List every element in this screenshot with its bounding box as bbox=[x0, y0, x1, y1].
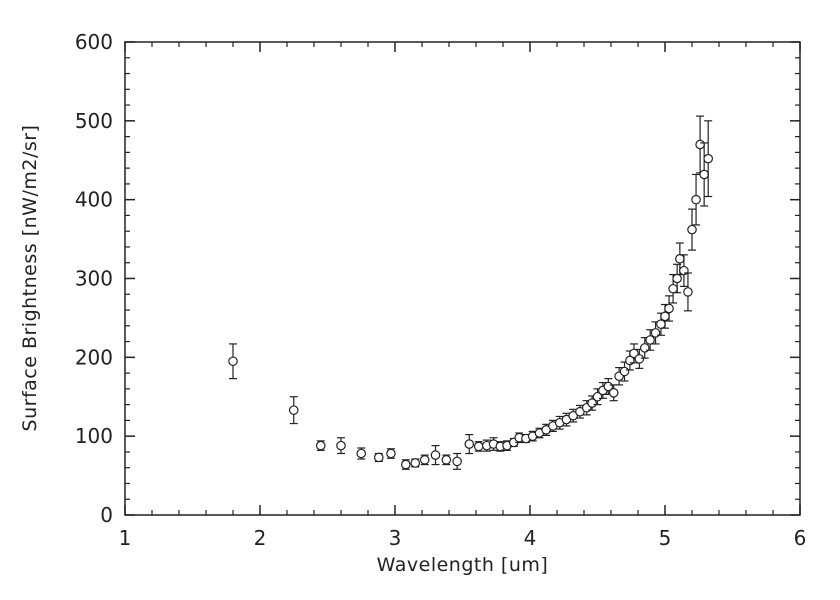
plot-frame bbox=[124, 41, 801, 516]
data-point-marker bbox=[373, 452, 384, 463]
data-point-marker bbox=[664, 303, 674, 314]
data-point-marker bbox=[410, 458, 421, 468]
y-tick-label: 0 bbox=[100, 503, 113, 527]
y-tick-label: 100 bbox=[75, 424, 113, 448]
x-tick-label: 5 bbox=[659, 526, 672, 550]
data-point-marker bbox=[660, 311, 670, 322]
data-point-marker bbox=[645, 335, 655, 345]
data-point-marker bbox=[619, 366, 630, 377]
y-tick-label: 300 bbox=[75, 267, 113, 291]
x-tick-label: 4 bbox=[524, 526, 537, 550]
data-point-marker bbox=[703, 153, 713, 164]
data-point-marker bbox=[656, 319, 666, 330]
data-point-marker bbox=[691, 194, 701, 205]
data-point-marker bbox=[464, 439, 475, 449]
x-tick-label: 3 bbox=[389, 526, 402, 550]
data-point-marker bbox=[419, 455, 430, 465]
data-point-marker bbox=[356, 448, 367, 459]
data-point-marker bbox=[608, 388, 619, 398]
y-tick-label: 500 bbox=[75, 109, 113, 133]
data-point-marker bbox=[441, 455, 452, 465]
data-point-marker bbox=[672, 273, 682, 284]
data-point-marker bbox=[675, 253, 685, 264]
y-tick-label: 400 bbox=[75, 188, 113, 212]
data-point-marker bbox=[400, 459, 411, 470]
data-point-marker bbox=[452, 456, 462, 467]
data-point-marker bbox=[668, 283, 678, 294]
data-point-marker bbox=[473, 441, 484, 452]
y-tick-label: 200 bbox=[75, 345, 113, 369]
data-point-marker bbox=[228, 356, 238, 367]
data-point-marker bbox=[288, 405, 299, 415]
data-point-marker bbox=[699, 169, 709, 180]
data-point-marker bbox=[336, 440, 346, 451]
y-axis-title: Surface Brightness [nW/m2/sr] bbox=[19, 124, 41, 432]
data-point-marker bbox=[386, 448, 396, 459]
x-tick-label: 6 bbox=[794, 526, 807, 550]
data-point-marker bbox=[683, 287, 693, 297]
data-point-marker bbox=[687, 224, 697, 235]
x-tick-label: 1 bbox=[119, 526, 132, 550]
data-point-marker bbox=[634, 354, 645, 364]
data-point-marker bbox=[695, 139, 705, 150]
x-tick-label: 2 bbox=[254, 526, 267, 550]
y-tick-label: 600 bbox=[75, 30, 113, 54]
data-point-marker bbox=[430, 450, 441, 460]
x-axis-title: Wavelength [um] bbox=[376, 554, 549, 576]
data-point-marker bbox=[315, 440, 326, 451]
